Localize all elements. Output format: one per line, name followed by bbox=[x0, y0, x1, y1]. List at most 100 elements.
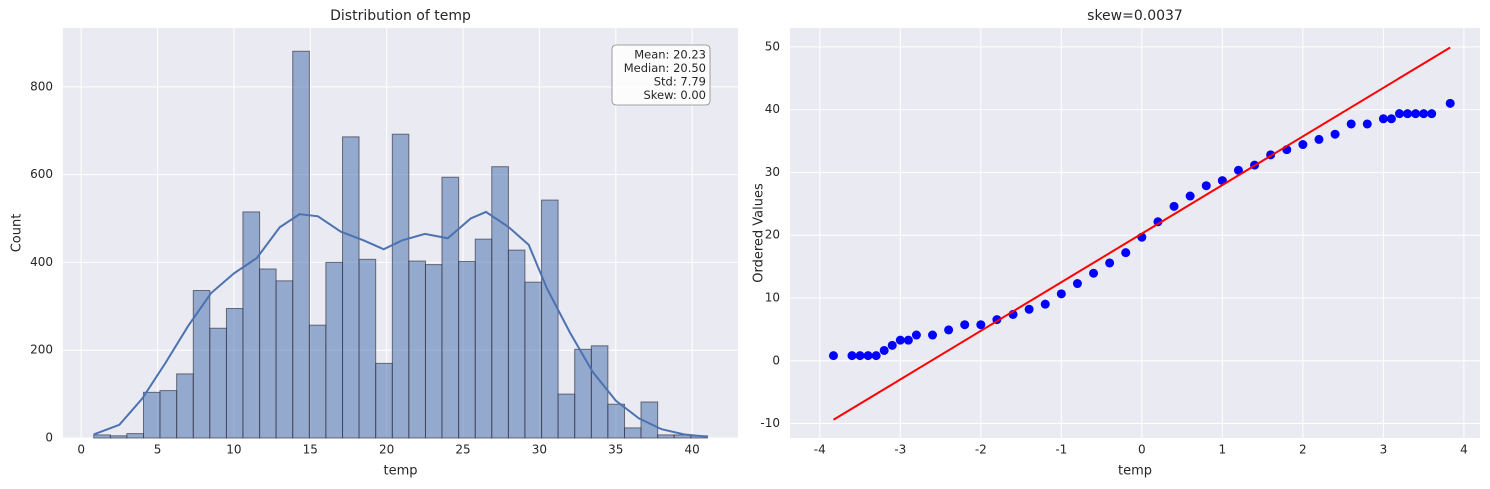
histogram-bar bbox=[491, 166, 509, 439]
histogram-bar bbox=[292, 50, 310, 439]
kde-line bbox=[93, 210, 708, 438]
stats-text: Skew: 0.00 bbox=[643, 88, 706, 102]
histogram-bar bbox=[342, 136, 360, 439]
x-tick-label: 0 bbox=[77, 443, 85, 457]
point bbox=[1427, 109, 1437, 119]
panel: -4 -3 -2 -1 0 1 2 3 4-1001020304050skew=0.0037te… bbox=[752, 8, 1480, 479]
x-tick-label: 1 bbox=[1219, 443, 1227, 457]
x-tick-label: 25 bbox=[455, 443, 470, 457]
y-tick-label: 0 bbox=[45, 431, 53, 445]
point bbox=[928, 330, 938, 340]
x-tick-label: 20 bbox=[379, 443, 394, 457]
x-tick-label: 4 bbox=[1460, 443, 1468, 457]
point bbox=[911, 330, 921, 340]
histogram-bar bbox=[624, 427, 642, 439]
point bbox=[1330, 129, 1340, 139]
histogram-bar bbox=[308, 324, 327, 439]
histogram-bar bbox=[574, 348, 592, 439]
point bbox=[871, 351, 881, 361]
histogram-bar bbox=[225, 308, 244, 439]
histogram-bar bbox=[242, 211, 261, 439]
histogram-bar bbox=[209, 327, 227, 439]
histogram-bar bbox=[557, 393, 576, 439]
y-tick-label: 40 bbox=[765, 102, 780, 116]
stats-text: Std: 7.79 bbox=[654, 75, 706, 89]
point bbox=[1378, 114, 1388, 124]
point bbox=[944, 325, 954, 335]
histogram-bar bbox=[358, 258, 377, 439]
stats-text: Median: 20.50 bbox=[624, 61, 706, 75]
x-tick-label: 3 bbox=[1380, 443, 1388, 457]
histogram-bar bbox=[458, 261, 476, 439]
histogram-bar bbox=[109, 435, 128, 439]
fit-line bbox=[832, 46, 1451, 421]
histogram-bar bbox=[192, 290, 211, 439]
point bbox=[1394, 109, 1404, 119]
y-tick-label: -10 bbox=[760, 416, 780, 430]
x-tick-label: 30 bbox=[532, 443, 547, 457]
y-axis-label: Ordered Values bbox=[752, 183, 767, 283]
point bbox=[863, 351, 873, 361]
histogram-bar bbox=[325, 261, 344, 439]
x-axis-label: temp bbox=[383, 464, 417, 479]
y-tick-label: 30 bbox=[765, 165, 780, 179]
histogram-bar bbox=[142, 391, 161, 439]
point bbox=[1445, 98, 1455, 108]
point bbox=[1346, 119, 1356, 129]
histogram-bar bbox=[474, 238, 493, 439]
point bbox=[1362, 119, 1372, 129]
x-tick-label: -3 bbox=[894, 443, 906, 457]
point bbox=[887, 340, 897, 350]
panel: 0 5 10 15 20 25 30 35 400200400600800Distributio… bbox=[10, 8, 738, 479]
point bbox=[895, 335, 905, 345]
histogram-bar bbox=[275, 280, 294, 439]
point bbox=[976, 320, 986, 330]
chart-title: Distribution of temp bbox=[330, 8, 471, 24]
histogram-bar bbox=[657, 434, 675, 439]
point bbox=[1185, 191, 1195, 201]
point bbox=[1121, 248, 1131, 258]
y-tick-label: 200 bbox=[30, 343, 53, 357]
x-tick-label: -2 bbox=[975, 443, 987, 457]
x-tick-label: 0 bbox=[1138, 443, 1146, 457]
point bbox=[1411, 109, 1421, 119]
x-tick-label: -1 bbox=[1055, 443, 1067, 457]
y-tick-label: 800 bbox=[30, 79, 53, 93]
plot-area bbox=[790, 28, 1480, 438]
histogram-bar bbox=[524, 281, 543, 439]
point bbox=[1201, 181, 1211, 191]
point bbox=[1040, 299, 1050, 309]
histogram-bar bbox=[159, 390, 178, 439]
point bbox=[1386, 114, 1396, 124]
y-tick-label: 10 bbox=[765, 290, 780, 304]
histogram-bar bbox=[424, 264, 443, 439]
point bbox=[1419, 109, 1429, 119]
histogram-bar bbox=[259, 268, 277, 439]
histogram-bar bbox=[375, 362, 393, 439]
x-tick-label: 2 bbox=[1299, 443, 1307, 457]
point bbox=[1153, 217, 1163, 227]
histogram-bar bbox=[93, 434, 111, 439]
point bbox=[1233, 165, 1243, 175]
histogram-bar bbox=[176, 373, 194, 439]
chart-title: skew=0.0037 bbox=[1087, 8, 1183, 24]
point bbox=[1105, 258, 1115, 268]
x-tick-label: 5 bbox=[154, 443, 162, 457]
point bbox=[1024, 304, 1034, 314]
point bbox=[1089, 268, 1099, 278]
point bbox=[828, 351, 838, 361]
point bbox=[847, 351, 857, 361]
x-tick-label: -4 bbox=[814, 443, 826, 457]
point bbox=[1056, 289, 1066, 299]
histogram-bar bbox=[408, 260, 426, 439]
point bbox=[903, 335, 913, 345]
histogram-bar bbox=[607, 403, 626, 439]
histogram-bar bbox=[391, 133, 410, 439]
stats-text: Mean: 20.23 bbox=[634, 48, 706, 62]
histogram-bar bbox=[441, 176, 460, 439]
x-tick-label: 15 bbox=[303, 443, 318, 457]
histogram-bar bbox=[590, 345, 609, 439]
point bbox=[1314, 134, 1324, 144]
point bbox=[1403, 109, 1413, 119]
